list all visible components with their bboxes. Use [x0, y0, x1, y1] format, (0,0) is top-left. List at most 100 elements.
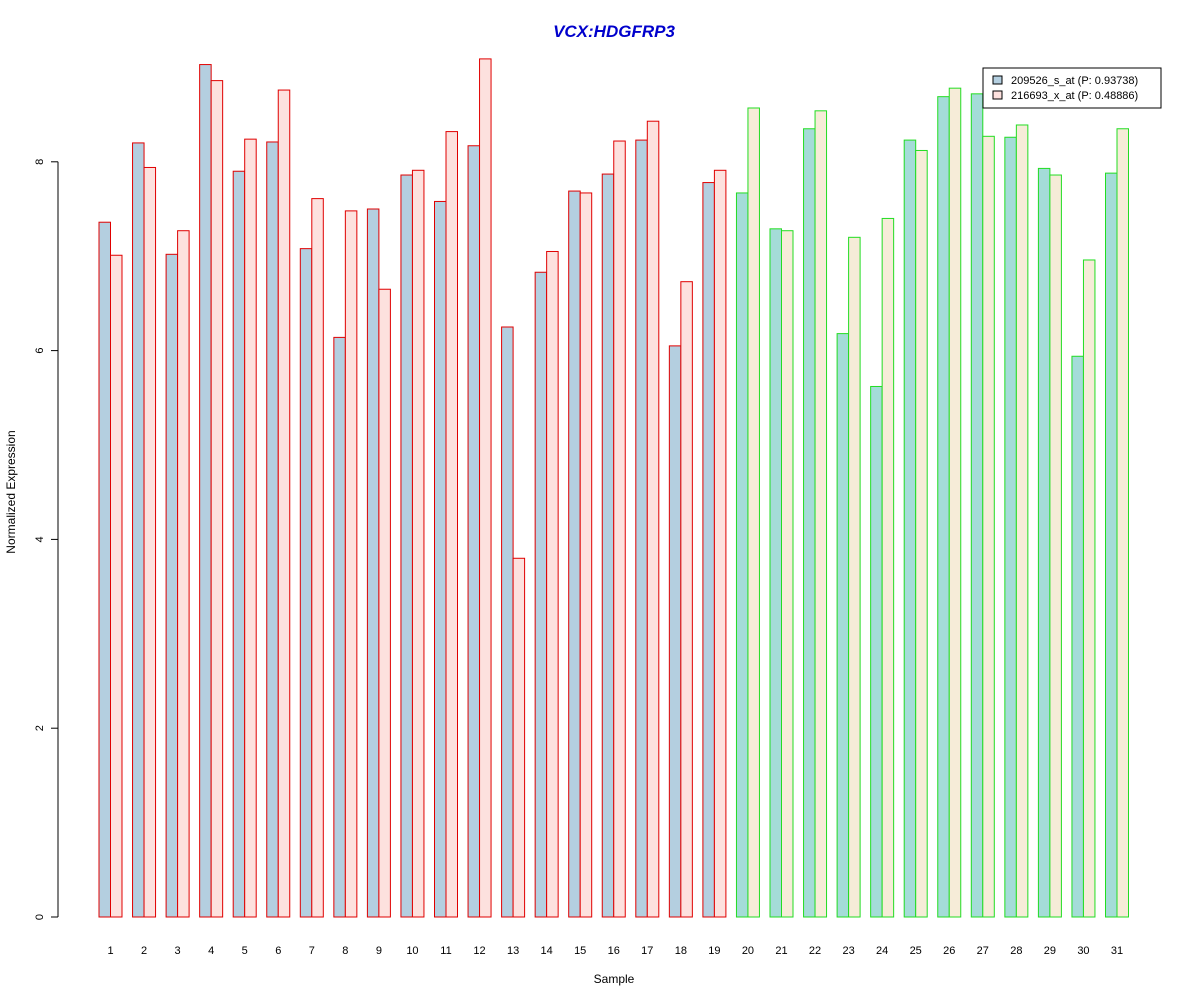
- bar-sample-18-series-2: [680, 281, 693, 918]
- bar-sample-16-series-2: [613, 140, 626, 918]
- bar-sample-7-series-2: [311, 198, 324, 918]
- bar-sample-9-series-2: [378, 288, 391, 918]
- bar-sample-15-series-1: [568, 190, 581, 918]
- x-tick-label: 20: [742, 945, 754, 957]
- x-tick-label: 4: [208, 945, 214, 957]
- bar-sample-18-series-1: [668, 345, 682, 918]
- y-tick-label: 8: [34, 159, 46, 165]
- x-tick-label: 27: [977, 945, 989, 957]
- x-tick-label: 17: [641, 945, 653, 957]
- y-tick-label: 2: [34, 725, 46, 731]
- y-axis-title: Normalized Expression: [4, 430, 18, 553]
- y-tick-label: 0: [34, 914, 46, 920]
- y-tick-label: 6: [34, 348, 46, 354]
- chart-title: VCX:HDGFRP3: [553, 22, 675, 41]
- x-tick-label: 6: [275, 945, 281, 957]
- x-tick-label: 31: [1111, 945, 1123, 957]
- bar-sample-26-series-2: [948, 87, 962, 918]
- bar-sample-25-series-1: [903, 139, 917, 918]
- bar-sample-5-series-1: [232, 170, 246, 918]
- bar-sample-1-series-2: [110, 254, 123, 918]
- bar-sample-2-series-1: [132, 142, 145, 918]
- x-tick-label: 10: [406, 945, 418, 957]
- x-tick-label: 5: [242, 945, 248, 957]
- bar-sample-20-series-2: [747, 107, 760, 918]
- x-tick-label: 15: [574, 945, 586, 957]
- bar-sample-14-series-2: [546, 250, 559, 918]
- bar-sample-26-series-1: [937, 96, 950, 918]
- x-tick-label: 29: [1044, 945, 1056, 957]
- bar-sample-14-series-1: [534, 271, 548, 918]
- legend-label: 216693_x_at (P: 0.48886): [1011, 90, 1138, 102]
- bar-sample-19-series-1: [702, 182, 715, 918]
- bar-sample-9-series-1: [366, 208, 380, 918]
- x-tick-label: 7: [309, 945, 315, 957]
- x-tick-label: 30: [1077, 945, 1089, 957]
- bar-sample-21-series-2: [781, 230, 794, 918]
- bar-sample-8-series-2: [344, 210, 358, 918]
- bar-sample-20-series-1: [735, 192, 749, 918]
- y-axis: 0 2 4 6 8: [34, 159, 59, 920]
- bar-sample-10-series-1: [400, 174, 413, 918]
- legend: 209526_s_at (P: 0.93738) 216693_x_at (P: …: [982, 67, 1162, 109]
- x-tick-label: 21: [775, 945, 787, 957]
- bar-sample-21-series-1: [769, 228, 782, 918]
- bar-sample-29-series-1: [1037, 167, 1051, 918]
- bar-sample-17-series-2: [646, 120, 660, 918]
- x-tick-label: 23: [842, 945, 854, 957]
- bar-sample-25-series-2: [915, 149, 928, 918]
- bar-sample-4-series-2: [210, 80, 224, 918]
- x-tick-label: 12: [473, 945, 485, 957]
- bar-sample-15-series-2: [579, 192, 593, 918]
- x-tick-label: 2: [141, 945, 147, 957]
- bar-sample-30-series-2: [1082, 259, 1096, 918]
- x-tick-label: 8: [342, 945, 348, 957]
- x-tick-label: 3: [175, 945, 181, 957]
- x-axis-labels: 1 2 3 4 5 6 7 8 9 10 11 12 13 14 15 16 17 18 19 20 21 22 23 24 2…: [107, 945, 1123, 957]
- bar-sample-24-series-1: [870, 385, 883, 918]
- bar-sample-19-series-2: [713, 169, 727, 918]
- bar-sample-13-series-1: [501, 326, 514, 918]
- x-tick-label: 9: [376, 945, 382, 957]
- bar-sample-23-series-2: [848, 236, 861, 918]
- bar-sample-30-series-1: [1071, 355, 1084, 918]
- x-tick-label: 22: [809, 945, 821, 957]
- x-tick-label: 16: [608, 945, 620, 957]
- bar-sample-2-series-2: [143, 166, 157, 918]
- bar-sample-5-series-2: [244, 138, 257, 918]
- bar-sample-31-series-2: [1116, 128, 1129, 918]
- bar-sample-3-series-1: [165, 253, 179, 918]
- x-tick-label: 26: [943, 945, 955, 957]
- legend-box: [982, 67, 1162, 109]
- bar-sample-6-series-2: [277, 89, 291, 918]
- x-tick-label: 24: [876, 945, 888, 957]
- bar-sample-4-series-1: [199, 64, 212, 918]
- bar-sample-24-series-2: [881, 217, 895, 918]
- bar-sample-23-series-1: [836, 333, 850, 918]
- bar-sample-12-series-1: [467, 145, 481, 918]
- bar-sample-27-series-2: [982, 135, 995, 918]
- bar-sample-1-series-1: [98, 221, 111, 918]
- x-tick-label: 1: [107, 945, 113, 957]
- legend-label: 209526_s_at (P: 0.93738): [1011, 75, 1138, 87]
- bar-sample-10-series-2: [411, 169, 425, 918]
- bar-sample-11-series-2: [445, 131, 458, 918]
- bar-sample-13-series-2: [512, 557, 526, 918]
- bar-sample-22-series-1: [803, 128, 816, 918]
- bar-sample-28-series-1: [1004, 136, 1017, 918]
- x-tick-label: 19: [708, 945, 720, 957]
- bar-sample-22-series-2: [814, 110, 828, 918]
- bar-sample-27-series-1: [970, 93, 984, 918]
- x-axis-title: Sample: [594, 972, 635, 986]
- bar-sample-28-series-2: [1015, 124, 1029, 918]
- x-tick-label: 25: [910, 945, 922, 957]
- x-tick-label: 13: [507, 945, 519, 957]
- y-tick-label: 4: [34, 536, 46, 542]
- bar-sample-11-series-1: [434, 200, 447, 918]
- bar-sample-17-series-1: [635, 139, 648, 918]
- x-tick-label: 28: [1010, 945, 1022, 957]
- legend-swatch: [992, 90, 1003, 100]
- x-tick-label: 14: [541, 945, 553, 957]
